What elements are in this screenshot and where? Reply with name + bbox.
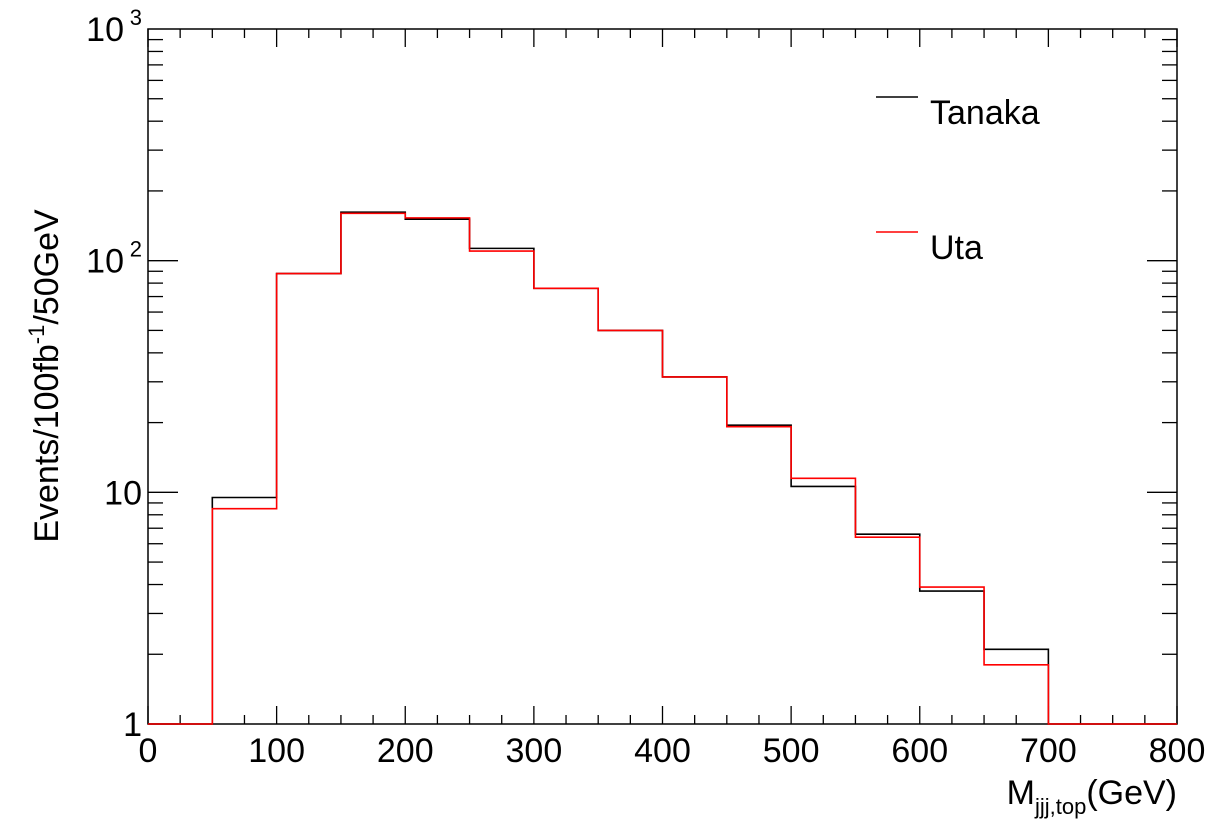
- x-tick-label: 300: [506, 732, 563, 770]
- x-axis-title-main: M: [1007, 774, 1035, 812]
- y-tick-label-exponent: 2: [130, 237, 142, 262]
- axis-ticks: [147, 29, 1178, 725]
- y-tick-label: 10: [86, 243, 124, 281]
- legend-label-tanaka: Tanaka: [930, 94, 1040, 132]
- y-tick-label: 10: [104, 474, 142, 512]
- y-tick-label: 1: [123, 706, 142, 744]
- x-tick-label: 200: [377, 732, 434, 770]
- x-tick-label: 700: [1020, 732, 1077, 770]
- y-axis-title: Events/100fb-1/50GeV: [24, 209, 66, 543]
- y-axis-title-sup: -1: [24, 325, 49, 345]
- x-axis-title: Mjjj,top(GeV): [1007, 774, 1177, 819]
- x-tick-label: 800: [1149, 732, 1206, 770]
- y-axis-title-pre: Events/100fb: [28, 344, 66, 542]
- x-tick-label: 0: [139, 732, 158, 770]
- series-line-tanaka: [148, 211, 1177, 725]
- x-tick-label: 600: [891, 732, 948, 770]
- x-axis-title-unit: (GeV): [1086, 774, 1177, 812]
- series-line-uta: [148, 212, 1177, 725]
- series-layer: [148, 211, 1177, 725]
- legend-label-uta: Uta: [930, 229, 983, 267]
- y-tick-label: 10: [86, 11, 124, 49]
- y-tick-label-exponent: 3: [130, 5, 142, 30]
- x-axis-title-sub: jjj,top: [1034, 794, 1086, 819]
- y-axis-title-post: /50GeV: [28, 209, 66, 325]
- legend: Tanaka Uta: [876, 94, 1040, 267]
- x-tick-label: 400: [634, 732, 691, 770]
- x-tick-label: 500: [763, 732, 820, 770]
- x-tick-label: 100: [248, 732, 305, 770]
